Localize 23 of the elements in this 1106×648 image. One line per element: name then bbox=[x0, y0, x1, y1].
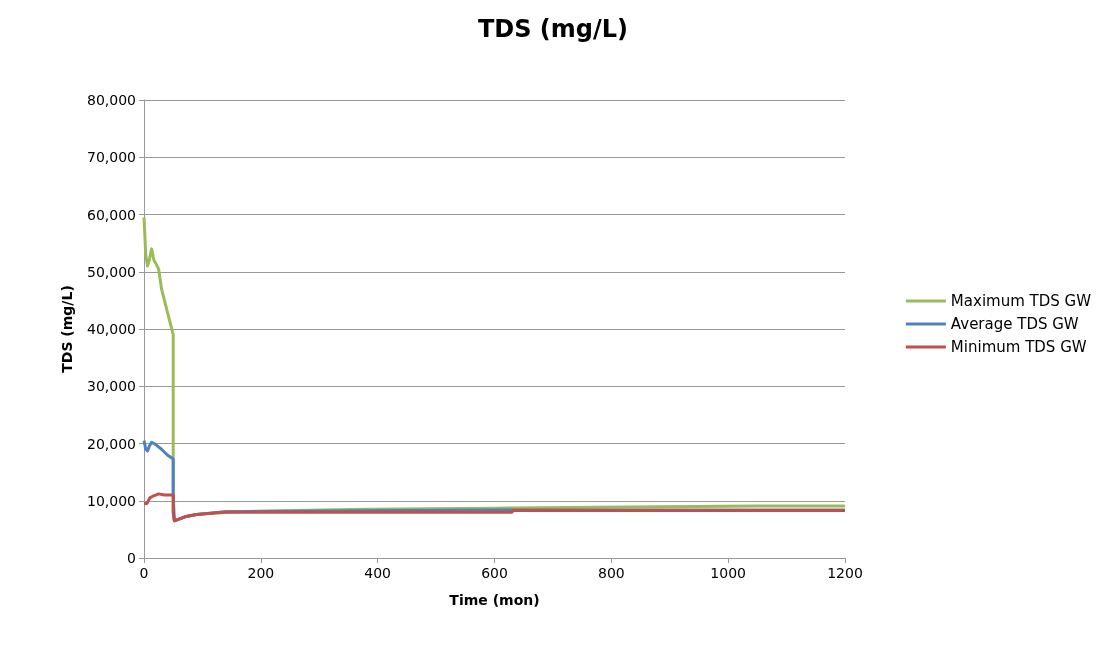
y-tick-label: 30,000 bbox=[87, 378, 136, 395]
y-tick-label: 20,000 bbox=[87, 435, 136, 452]
y-axis-title: TDS (mg/L) bbox=[59, 285, 75, 373]
y-tick-label: 10,000 bbox=[87, 492, 136, 509]
x-tick-label: 1200 bbox=[827, 565, 863, 581]
x-tick-label: 400 bbox=[364, 565, 392, 581]
y-tick-label: 50,000 bbox=[87, 263, 136, 280]
y-tick-label: 60,000 bbox=[87, 206, 136, 223]
y-tick-label: 0 bbox=[127, 550, 136, 566]
x-axis-title: Time (mon) bbox=[449, 592, 540, 608]
x-tick-label: 800 bbox=[597, 565, 625, 581]
legend-label: Maximum TDS GW bbox=[950, 292, 1092, 310]
legend-label: Minimum TDS GW bbox=[950, 338, 1087, 356]
y-tick-label: 70,000 bbox=[87, 149, 136, 166]
x-tick-label: 1000 bbox=[710, 565, 746, 581]
line-series bbox=[142, 492, 847, 523]
chart-title: TDS (mg/L) bbox=[477, 15, 629, 43]
x-tick-label: 0 bbox=[139, 565, 149, 581]
x-tick-label: 600 bbox=[481, 565, 508, 581]
legend-label: Average TDS GW bbox=[950, 315, 1079, 333]
y-tick-label: 40,000 bbox=[87, 321, 136, 337]
x-tick-label: 200 bbox=[247, 565, 275, 581]
y-tick-label: 80,000 bbox=[87, 92, 136, 108]
